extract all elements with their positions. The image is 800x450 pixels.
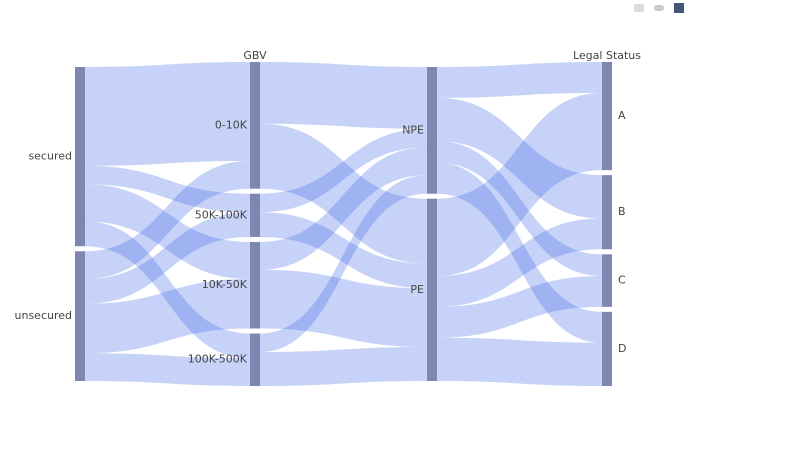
ribbon <box>260 128 427 213</box>
ribbon <box>437 92 602 276</box>
category-label: unsecured <box>15 309 73 322</box>
ribbon <box>437 218 602 307</box>
category-label: PE <box>410 283 424 296</box>
category-bar <box>602 311 612 386</box>
category-label: 100K-500K <box>188 353 248 366</box>
toolbar <box>634 3 684 13</box>
dimension-label: Legal Status <box>573 49 641 62</box>
ribbon <box>260 175 427 353</box>
ribbon <box>260 123 427 264</box>
category-bar <box>602 254 612 307</box>
category-bar <box>427 198 437 381</box>
category-label: 50K-100K <box>195 208 248 221</box>
category-label: D <box>618 342 626 355</box>
category-bar <box>75 251 85 381</box>
ribbon <box>85 160 250 280</box>
ribbons <box>85 62 602 386</box>
category-bar <box>250 241 260 329</box>
ribbon <box>437 97 602 219</box>
ribbon <box>260 212 427 289</box>
category-label: C <box>618 274 626 287</box>
category-bar <box>75 67 85 247</box>
ribbon <box>85 62 250 166</box>
category-bar <box>250 62 260 189</box>
dimension-label: GBV <box>243 49 267 62</box>
ribbon <box>85 165 250 213</box>
category-label: NPE <box>402 123 424 136</box>
category-label: A <box>618 109 626 122</box>
category-label: B <box>618 205 626 218</box>
ribbon <box>260 62 427 129</box>
ribbon <box>260 269 427 348</box>
ribbon <box>437 337 602 386</box>
category-bar <box>602 62 612 171</box>
category-bar <box>602 175 612 250</box>
ribbon <box>437 275 602 338</box>
ribbon <box>85 212 250 304</box>
ribbon <box>260 347 427 386</box>
category-bar <box>250 193 260 237</box>
ribbon <box>437 141 602 276</box>
ribbon <box>85 184 250 280</box>
ribbon <box>85 279 250 354</box>
ribbon <box>260 147 427 270</box>
category-bar <box>427 67 437 194</box>
camera-button[interactable] <box>634 4 644 12</box>
plotly-logo[interactable] <box>674 3 684 13</box>
category-label: 10K-50K <box>202 278 248 291</box>
category-label: secured <box>28 150 72 163</box>
ribbon <box>437 162 602 343</box>
toggle-button[interactable] <box>654 5 664 11</box>
ribbon <box>437 62 602 98</box>
category-bar <box>250 333 260 386</box>
category-label: 0-10K <box>215 118 248 131</box>
ribbon <box>85 221 250 359</box>
ribbon <box>85 353 250 386</box>
